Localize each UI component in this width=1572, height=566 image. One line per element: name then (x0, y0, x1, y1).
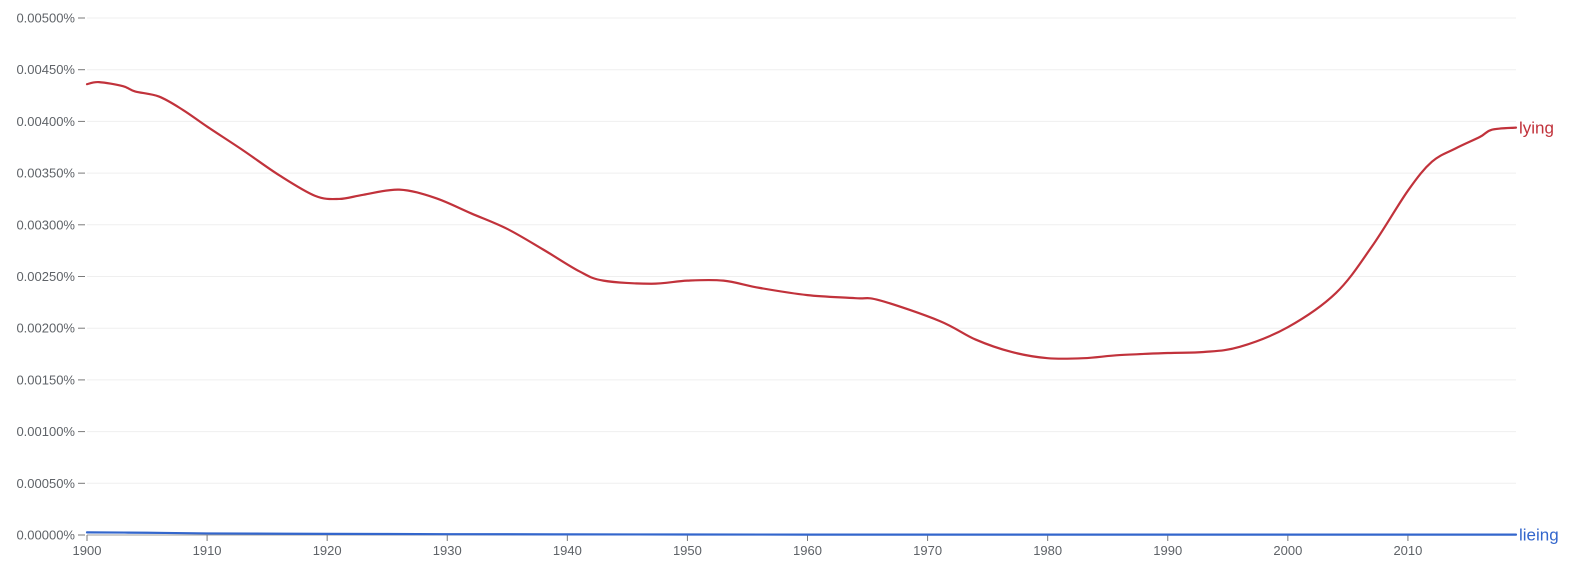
series-label-lying: lying (1519, 119, 1554, 138)
series-label-lieing: lieing (1519, 526, 1559, 545)
gridlines (87, 17, 1516, 484)
series-line-lieing[interactable] (85, 531, 1518, 536)
y-tick-label: 0.00300% (16, 217, 75, 232)
x-tick-label: 1910 (193, 543, 222, 558)
y-tick-label: 0.00450% (16, 62, 75, 77)
y-tick-label: 0.00500% (16, 11, 75, 26)
y-axis: 0.00000% 0.00050% 0.00100% 0.00150% 0.00200%… (16, 11, 85, 543)
x-tick-label: 2010 (1393, 543, 1422, 558)
series-lines (85, 80, 1518, 536)
series-labels: lying lieing (1519, 119, 1559, 545)
x-tick-label: 1960 (793, 543, 822, 558)
x-tick-label: 1970 (913, 543, 942, 558)
y-tick-label: 0.00100% (16, 424, 75, 439)
y-tick-label: 0.00250% (16, 269, 75, 284)
x-tick-label: 2000 (1273, 543, 1302, 558)
x-tick-label: 1950 (673, 543, 702, 558)
x-tick-label: 1990 (1153, 543, 1182, 558)
y-tick-label: 0.00400% (16, 114, 75, 129)
y-tick-label: 0.00350% (16, 166, 75, 181)
x-tick-label: 1980 (1033, 543, 1062, 558)
y-tick-label: 0.00150% (16, 372, 75, 387)
x-tick-label: 1940 (553, 543, 582, 558)
y-tick-label: 0.00200% (16, 321, 75, 336)
x-tick-label: 1920 (313, 543, 342, 558)
x-tick-label: 1900 (73, 543, 102, 558)
x-axis: 1900 1910 1920 1930 1940 1950 1960 1970 1980 1990… (73, 534, 1516, 558)
y-tick-label: 0.00050% (16, 476, 75, 491)
x-tick-label: 1930 (433, 543, 462, 558)
series-line-lying[interactable] (85, 80, 1518, 360)
y-tick-label: 0.00000% (16, 528, 75, 543)
